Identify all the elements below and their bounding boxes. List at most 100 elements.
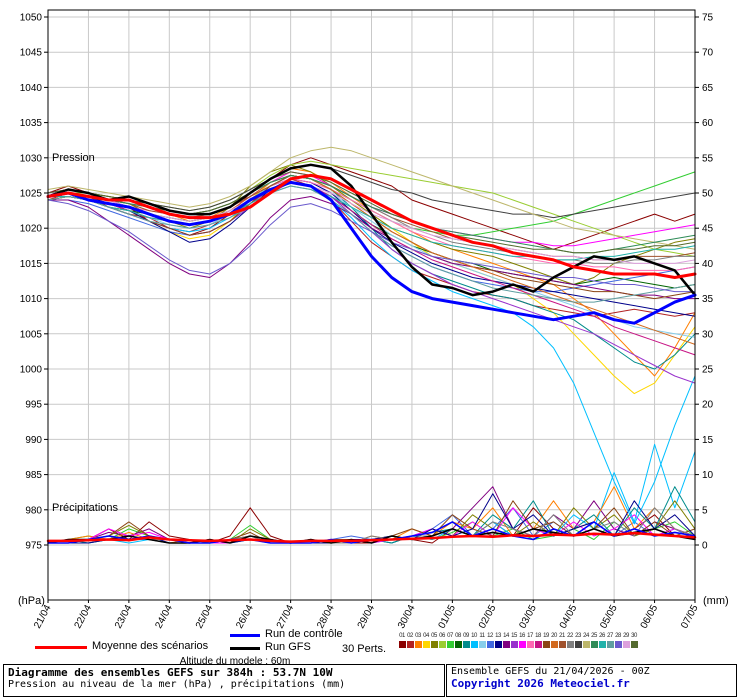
axis-tick-label: 29/04 <box>356 603 378 631</box>
legend-member-number: 03 <box>415 633 421 639</box>
legend-member-18: 18 <box>534 633 542 648</box>
legend-member-20: 20 <box>550 633 558 648</box>
legend-member-14: 14 <box>502 633 510 648</box>
legend-member-swatch <box>630 641 638 648</box>
legend-member-08: 08 <box>454 633 462 648</box>
legend-member-number: 24 <box>583 633 589 639</box>
axis-tick-label: 27/04 <box>275 603 297 631</box>
footer-right-box: Ensemble GEFS du 21/04/2026 - 00Z Copyri… <box>446 664 737 697</box>
axis-tick-label: 70 <box>702 48 714 59</box>
legend-member-12: 12 <box>486 633 494 648</box>
legend-member-15: 15 <box>510 633 518 648</box>
legend-member-number: 11 <box>479 633 485 639</box>
legend-member-number: 01 <box>399 633 405 639</box>
legend-perts-label: 30 Perts. <box>342 643 387 655</box>
legend-member-number: 26 <box>599 633 605 639</box>
pressure-member-line <box>47 178 696 338</box>
legend-member-swatch <box>582 641 590 648</box>
axis-tick-label: 5 <box>702 505 708 516</box>
legend-member-swatch <box>454 641 462 648</box>
legend-member-swatch <box>606 641 614 648</box>
legend-member-swatch <box>598 641 606 648</box>
legend-member-swatch <box>502 641 510 648</box>
legend-member-swatch <box>518 641 526 648</box>
axis-tick-label: 01/05 <box>437 603 459 631</box>
legend-member-number: 07 <box>447 633 453 639</box>
axis-tick-label: 1000 <box>20 365 43 376</box>
right-axis-unit: (mm) <box>703 595 729 607</box>
legend-member-swatch <box>438 641 446 648</box>
legend-member-swatch <box>558 641 566 648</box>
axis-tick-label: 0 <box>702 541 708 552</box>
legend-member-swatch <box>510 641 518 648</box>
legend-member-number: 30 <box>631 633 637 639</box>
legend-member-swatch <box>566 641 574 648</box>
legend-member-number: 12 <box>487 633 493 639</box>
legend-members-strip: 01 02 03 04 05 06 07 08 09 10 11 12 13 14 15 16 17 18 19 20… <box>398 633 638 648</box>
legend-member-03: 03 <box>414 633 422 648</box>
pressure-mean-line <box>46 173 697 279</box>
legend-member-number: 18 <box>535 633 541 639</box>
legend-member-number: 28 <box>615 633 621 639</box>
axis-tick-label: 1020 <box>20 224 43 235</box>
legend-member-24: 24 <box>582 633 590 648</box>
legend-member-06: 06 <box>438 633 446 648</box>
axis-tick-label: 28/04 <box>315 603 337 631</box>
legend-member-swatch <box>470 641 478 648</box>
axis-tick-label: 30/04 <box>396 603 418 631</box>
axis-tick-label: 975 <box>25 541 42 552</box>
legend-member-swatch <box>430 641 438 648</box>
axis-tick-label: 06/05 <box>639 603 661 631</box>
legend-member-28: 28 <box>614 633 622 648</box>
left-axis-unit: (hPa) <box>18 595 45 607</box>
axis-tick-label: 60 <box>702 118 714 129</box>
axis-tick-label: 1005 <box>20 329 43 340</box>
diagram-title: Diagramme des ensembles GEFS sur 384h : … <box>8 666 333 679</box>
legend-member-swatch <box>614 641 622 648</box>
legend-member-number: 08 <box>455 633 461 639</box>
axis-tick-label: 990 <box>25 435 42 446</box>
legend-member-number: 19 <box>543 633 549 639</box>
axis-tick-label: 03/05 <box>517 603 539 631</box>
axis-tick-label: 1045 <box>20 48 43 59</box>
legend-member-number: 27 <box>607 633 613 639</box>
legend-member-number: 21 <box>559 633 565 639</box>
axis-tick-label: 985 <box>25 470 42 481</box>
axis-tick-label: 02/05 <box>477 603 499 631</box>
legend-member-number: 05 <box>431 633 437 639</box>
legend-member-22: 22 <box>566 633 574 648</box>
legend-mean-line <box>35 646 87 649</box>
legend-member-16: 16 <box>518 633 526 648</box>
altitude-note: Altitude du modele : 60m <box>179 656 291 667</box>
legend-member-number: 23 <box>575 633 581 639</box>
legend-member-19: 19 <box>542 633 550 648</box>
legend-gfs-label: Run GFS <box>265 641 311 653</box>
pressure-member-line <box>47 199 696 293</box>
axis-tick-label: 1010 <box>20 294 43 305</box>
axis-tick-label: 10 <box>702 470 714 481</box>
axis-tick-label: 04/05 <box>558 603 580 631</box>
legend-member-04: 04 <box>422 633 430 648</box>
legend-member-number: 06 <box>439 633 445 639</box>
axis-tick-label: 35 <box>702 294 714 305</box>
axis-tick-label: 26/04 <box>234 603 256 631</box>
legend-member-17: 17 <box>526 633 534 648</box>
precipitation-section-label: Précipitations <box>52 502 119 514</box>
legend-member-23: 23 <box>574 633 582 648</box>
legend-member-swatch <box>398 641 406 648</box>
axis-tick-label: 05/05 <box>598 603 620 631</box>
axis-tick-label: 45 <box>702 224 714 235</box>
legend-member-swatch <box>462 641 470 648</box>
legend-member-swatch <box>478 641 486 648</box>
legend-member-10: 10 <box>470 633 478 648</box>
legend-member-30: 30 <box>630 633 638 648</box>
legend-member-swatch <box>422 641 430 648</box>
legend-member-02: 02 <box>406 633 414 648</box>
diagram-subtitle: Pression au niveau de la mer (hPa) , pré… <box>8 679 346 690</box>
axis-tick-label: 980 <box>25 505 42 516</box>
legend-member-09: 09 <box>462 633 470 648</box>
axis-tick-label: 22/04 <box>73 603 95 631</box>
axis-tick-label: 50 <box>702 189 714 200</box>
legend-member-swatch <box>622 641 630 648</box>
